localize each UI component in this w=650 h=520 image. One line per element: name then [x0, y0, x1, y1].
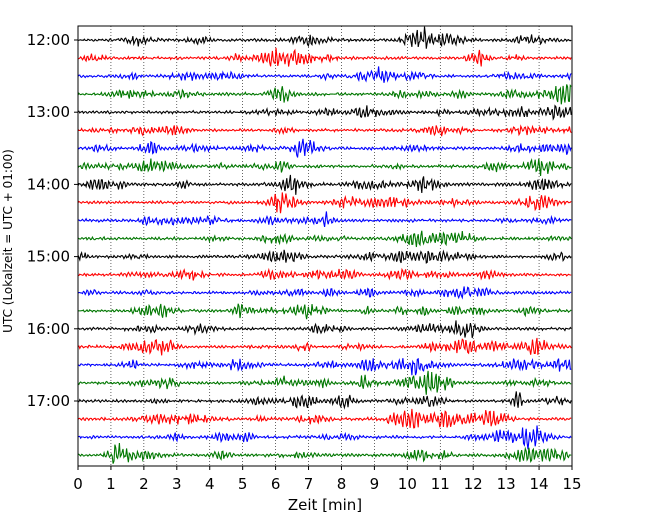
- trace-group: [77, 26, 572, 464]
- x-tick-label: 7: [304, 475, 314, 493]
- y-tick-label: 15:00: [27, 248, 70, 266]
- y-tick-label: 16:00: [27, 320, 70, 338]
- trace-1500: [77, 249, 572, 264]
- trace-1400: [77, 174, 572, 195]
- trace-1445: [77, 230, 572, 248]
- trace-1515: [77, 267, 572, 281]
- trace-1600: [77, 320, 572, 339]
- trace-1630: [77, 357, 572, 376]
- x-tick-label: 15: [562, 475, 581, 493]
- trace-1730: [78, 425, 572, 450]
- x-tick-label: 2: [139, 475, 149, 493]
- x-tick-label: 0: [73, 475, 83, 493]
- x-tick-label: 5: [238, 475, 248, 493]
- trace-1315: [77, 124, 572, 137]
- y-axis: 12:00 13:00 14:00 15:00 16:00 17:00: [27, 31, 78, 410]
- trace-1645: [77, 370, 572, 395]
- y-tick-label: 13:00: [27, 103, 70, 121]
- trace-1200: [77, 26, 572, 49]
- trace-1300: [77, 104, 572, 121]
- trace-1700: [77, 391, 572, 410]
- x-tick-label: 3: [172, 475, 182, 493]
- trace-1415: [77, 192, 572, 214]
- x-tick-label: 13: [497, 475, 516, 493]
- trace-1615: [77, 337, 572, 356]
- trace-1430: [77, 211, 572, 228]
- trace-1330: [77, 138, 572, 158]
- trace-1545: [77, 303, 572, 320]
- x-tick-label: 10: [398, 475, 417, 493]
- trace-1745: [77, 443, 572, 464]
- trace-1230: [77, 66, 572, 83]
- x-tick-label: 11: [431, 475, 450, 493]
- trace-1715: [77, 408, 572, 429]
- x-tick-label: 8: [337, 475, 347, 493]
- trace-1245: [77, 84, 572, 105]
- plot-frame: [77, 25, 573, 467]
- y-tick-label: 12:00: [27, 31, 70, 49]
- trace-1345: [77, 158, 572, 176]
- x-tick-label: 12: [464, 475, 483, 493]
- y-tick-label: 17:00: [27, 392, 70, 410]
- x-axis: 0 1 2 3 4 5 6 7 8 9 10 11 12 13 14 15: [73, 466, 582, 493]
- x-tick-label: 4: [205, 475, 215, 493]
- x-tick-label: 9: [370, 475, 380, 493]
- x-tick-label: 14: [530, 475, 549, 493]
- x-axis-label: Zeit [min]: [288, 496, 362, 514]
- y-tick-label: 14:00: [27, 175, 70, 193]
- trace-1215: [77, 47, 572, 67]
- trace-1530: [77, 286, 572, 300]
- x-tick-label: 6: [271, 475, 281, 493]
- x-grid: [110, 26, 540, 466]
- y-axis-label: UTC (Lokalzeit = UTC + 01:00): [1, 149, 15, 333]
- x-tick-label: 1: [106, 475, 116, 493]
